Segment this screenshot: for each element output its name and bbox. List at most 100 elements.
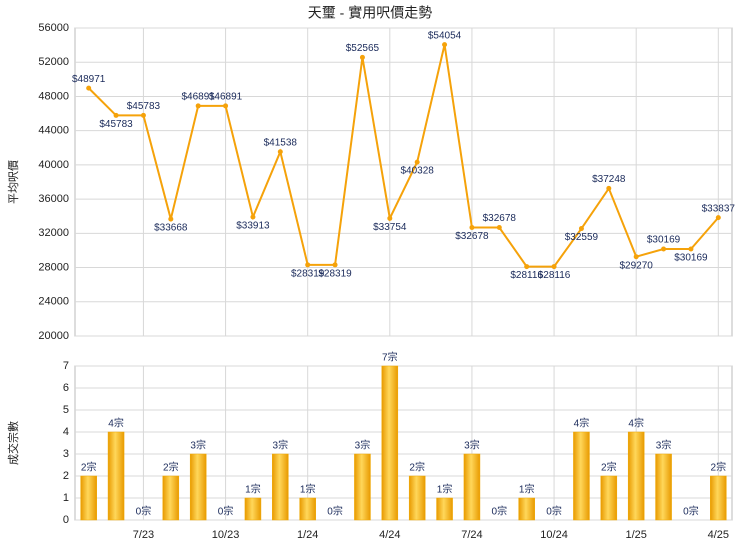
bar: [272, 453, 289, 521]
data-label: $45783: [99, 119, 133, 130]
data-label: 4宗: [108, 417, 124, 430]
data-label: $37248: [592, 174, 626, 185]
point: [195, 103, 201, 109]
point: [168, 216, 174, 222]
data-label: 3宗: [656, 439, 672, 452]
bar: [408, 475, 426, 521]
y-tick-label: 52000: [38, 56, 69, 68]
point: [305, 262, 311, 268]
data-label: 0宗: [218, 505, 234, 518]
data-label: 1宗: [437, 483, 453, 496]
data-label: 3宗: [273, 439, 289, 452]
line: [87, 44, 720, 268]
data-label: $52565: [346, 43, 380, 54]
x-tick-label: 10/24: [540, 529, 568, 541]
data-label: $28116: [538, 270, 571, 281]
data-label: 7宗: [382, 351, 398, 364]
data-label: $32678: [455, 231, 489, 242]
bar: [299, 497, 316, 521]
bar: [107, 431, 125, 521]
bar: [162, 475, 180, 521]
y-tick-label: 4: [63, 426, 69, 438]
y-tick-label: 3: [63, 448, 69, 460]
data-label: 2宗: [81, 461, 97, 474]
data-label: $33754: [373, 222, 407, 233]
data-label: 0宗: [683, 505, 699, 518]
point: [578, 226, 584, 232]
y-tick-label: 1: [63, 492, 69, 504]
data-label: 1宗: [245, 483, 261, 496]
y-tick-label: 36000: [38, 193, 69, 205]
point: [332, 262, 338, 268]
data-label: 1宗: [519, 483, 535, 496]
y-tick-label: 0: [63, 514, 69, 526]
data-label: $48971: [72, 74, 106, 85]
point: [387, 215, 393, 221]
point: [86, 85, 92, 91]
plot-area: [74, 365, 733, 521]
point: [277, 149, 283, 155]
data-label: $33913: [236, 221, 270, 232]
data-label: 3宗: [190, 439, 206, 452]
bar: [655, 453, 672, 521]
y-axis-label: 成交宗數: [6, 421, 20, 465]
data-label: 0宗: [327, 505, 343, 518]
point: [223, 103, 229, 109]
bar: [189, 453, 207, 521]
data-label: $32678: [483, 213, 517, 224]
y-tick-label: 28000: [38, 261, 69, 273]
data-label: $54054: [428, 30, 462, 41]
data-label: 2宗: [601, 461, 617, 474]
bar: [627, 431, 645, 521]
bar: [381, 365, 399, 521]
x-tick-label: 4/25: [708, 529, 729, 541]
data-label: 0宗: [492, 505, 508, 518]
data-label: 3宗: [464, 439, 480, 452]
data-label: 2宗: [163, 461, 179, 474]
y-tick-label: 2: [63, 470, 69, 482]
data-label: $46891: [182, 92, 216, 103]
point: [633, 254, 639, 260]
y-tick-label: 48000: [38, 90, 69, 102]
bar: [244, 497, 262, 521]
point: [113, 112, 119, 118]
bar: [463, 453, 481, 521]
data-label: $28116: [510, 270, 543, 281]
data-label: $33668: [154, 223, 188, 234]
bar: [354, 453, 371, 521]
y-tick-label: 40000: [38, 159, 69, 171]
y-tick-label: 5: [63, 404, 69, 416]
point: [442, 42, 448, 48]
y-tick-label: 32000: [38, 227, 69, 239]
data-label: $45783: [127, 101, 161, 112]
data-label: 3宗: [355, 439, 371, 452]
point: [469, 225, 475, 231]
bar: [600, 475, 618, 521]
bar: [573, 431, 590, 521]
point: [496, 225, 502, 231]
x-tick-label: 10/23: [212, 529, 240, 541]
data-label: 2宗: [711, 461, 727, 474]
point: [606, 185, 612, 191]
y-tick-label: 6: [63, 382, 69, 394]
bar: [80, 475, 97, 521]
data-label: $41538: [264, 137, 298, 148]
point: [250, 214, 256, 220]
point: [140, 112, 146, 118]
data-label: $40328: [401, 166, 435, 177]
data-label: 2宗: [409, 461, 425, 474]
data-label: 0宗: [136, 505, 152, 518]
point: [715, 215, 721, 221]
x-tick-label: 7/23: [133, 529, 154, 541]
data-label: $28319: [291, 268, 325, 279]
data-label: $46891: [209, 92, 243, 103]
data-label: 4宗: [628, 417, 644, 430]
data-label: $32559: [565, 232, 599, 243]
point: [414, 159, 420, 165]
y-tick-label: 20000: [38, 330, 69, 342]
bar: [518, 497, 535, 521]
y-tick-label: 7: [63, 360, 69, 372]
y-tick-label: 56000: [38, 22, 69, 34]
point: [688, 246, 694, 252]
point: [359, 54, 365, 60]
